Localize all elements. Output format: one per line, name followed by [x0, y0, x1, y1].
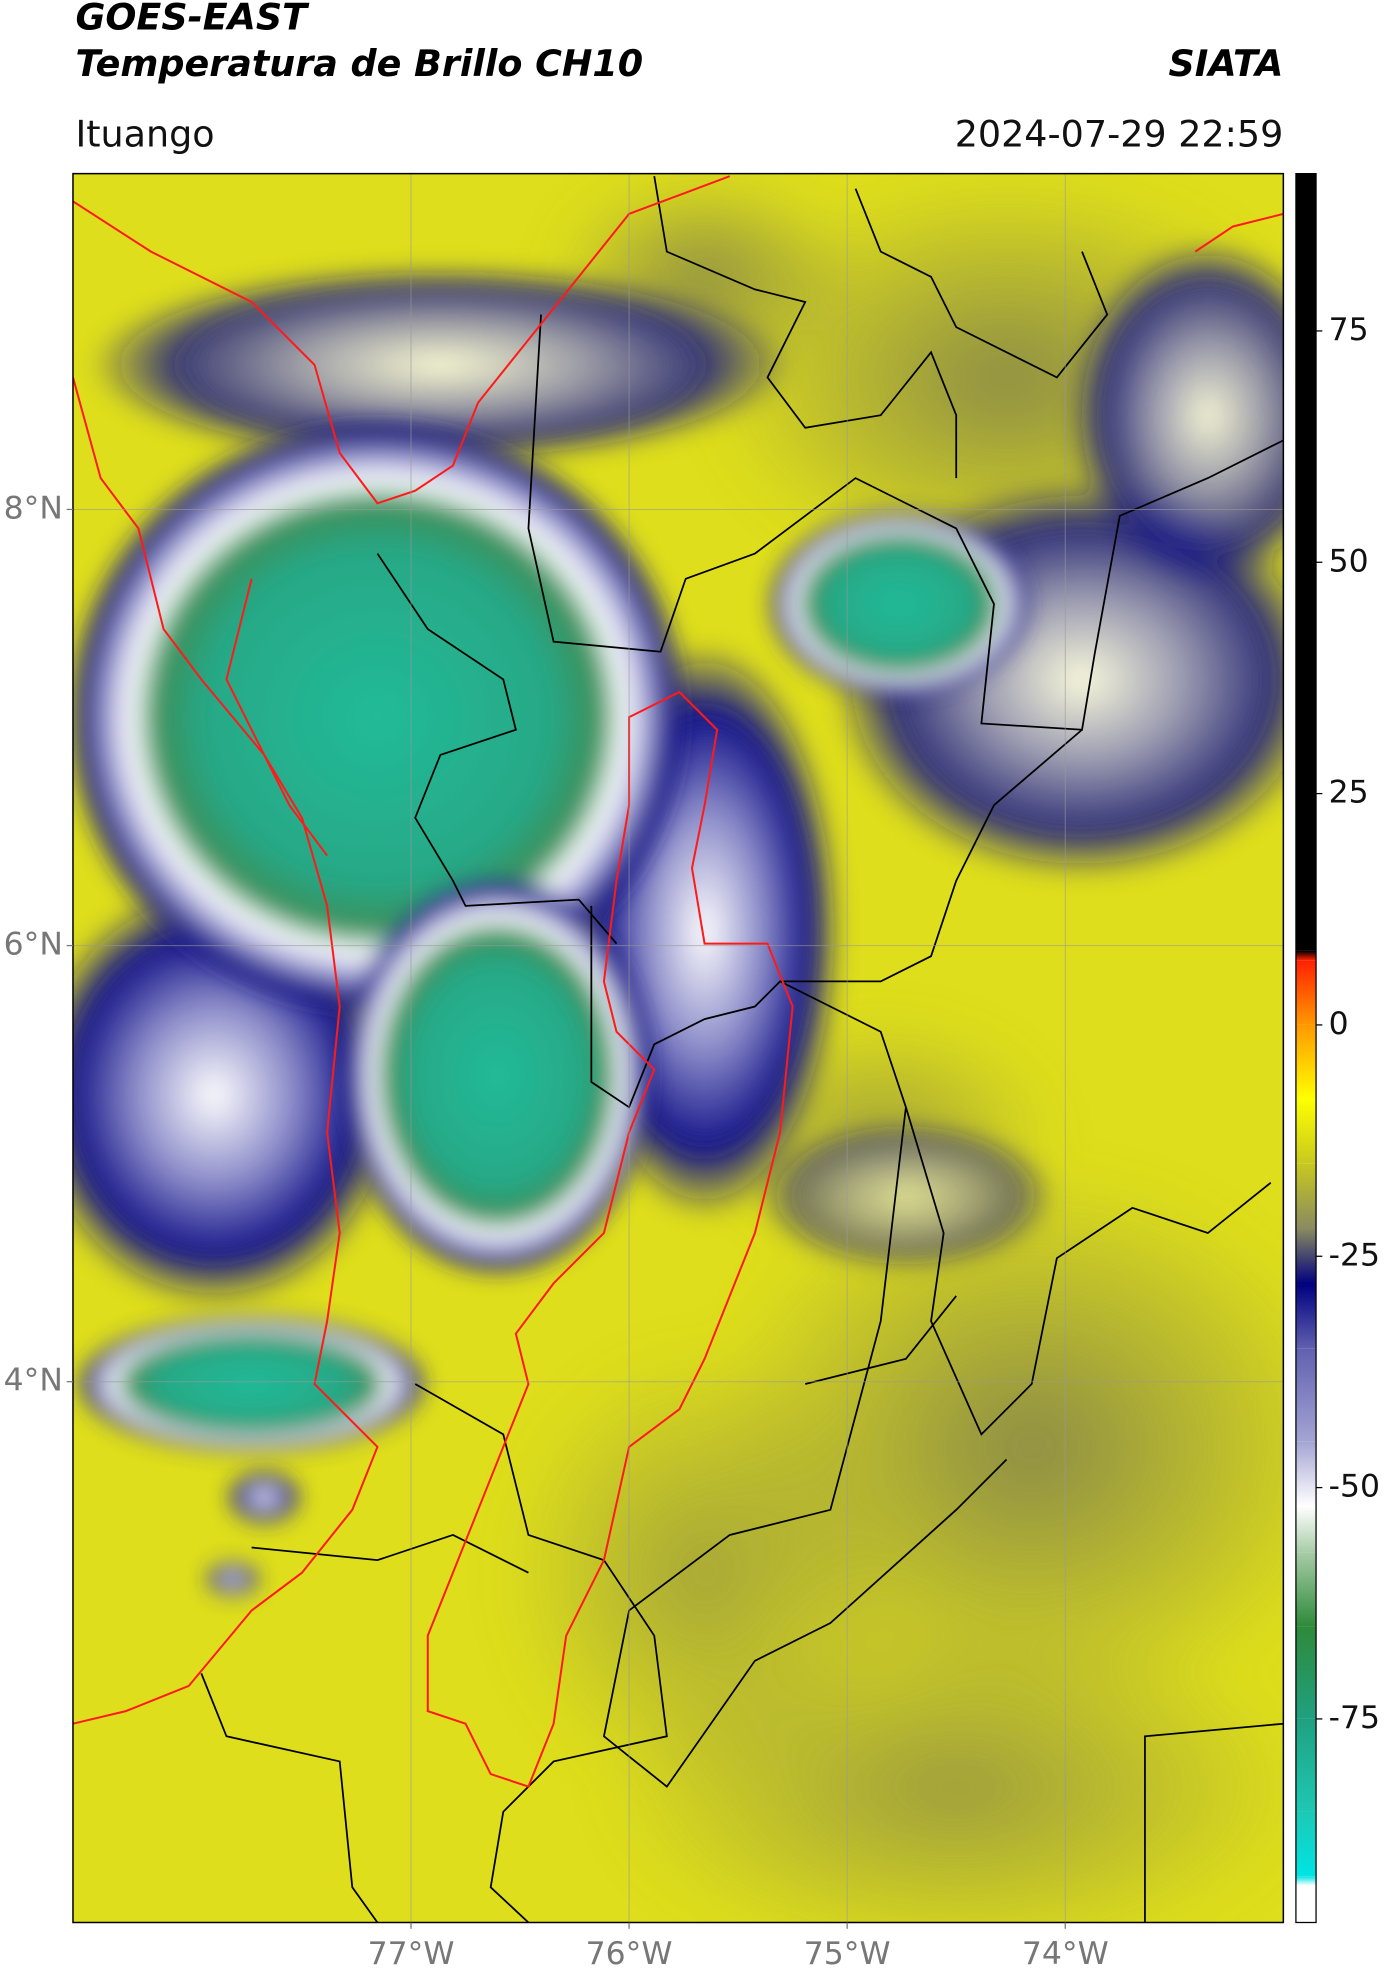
colorbar-segment — [1295, 1163, 1317, 1229]
colorbar-segment — [1295, 950, 1317, 961]
x-tick-label: 74°W — [1022, 1936, 1109, 1972]
y-tick-label: 4°N — [4, 1363, 63, 1399]
x-tick-label: 76°W — [586, 1936, 673, 1972]
colorbar-segment — [1295, 1876, 1317, 1886]
x-tick-label: 75°W — [804, 1936, 891, 1972]
colorbar-segment — [1295, 1811, 1317, 1877]
datetime: 2024-07-29 22:59 — [955, 112, 1284, 155]
map-frame — [72, 172, 1285, 1924]
colorbar-segment — [1295, 1552, 1317, 1627]
colorbar-tick-label: 0 — [1329, 1006, 1349, 1042]
colorbar — [1295, 173, 1317, 1923]
colorbar-segment — [1295, 960, 1317, 1025]
colorbar-segment — [1295, 1284, 1317, 1349]
source: SIATA — [1168, 42, 1283, 85]
colorbar-segment — [1295, 1348, 1317, 1442]
x-tick-label: 77°W — [368, 1936, 455, 1972]
title: GOES-EAST — [75, 0, 310, 38]
colorbar-tick-label: -50 — [1329, 1469, 1380, 1505]
colorbar-tick-label: -75 — [1329, 1700, 1380, 1736]
subtitle: Temperatura de Brillo CH10 — [75, 42, 643, 85]
map-imagery — [72, 173, 1284, 1923]
y-tick-label: 8°N — [4, 490, 63, 526]
colorbar-segment — [1295, 1228, 1317, 1285]
colorbar-segment — [1295, 1626, 1317, 1719]
colorbar-tick-label: 25 — [1329, 775, 1369, 811]
grid — [72, 173, 1284, 1923]
boundary-lines — [72, 175, 1284, 1788]
colorbar-segment — [1295, 1506, 1317, 1553]
colorbar-segment — [1295, 1885, 1317, 1923]
location: Ituango — [75, 112, 214, 155]
colorbar-tick-label: 75 — [1329, 312, 1369, 348]
colorbar-segment — [1295, 1441, 1317, 1507]
y-tick-label: 6°N — [4, 927, 63, 963]
colorbar-segment — [1295, 1024, 1317, 1099]
colorbar-frame — [1295, 172, 1317, 1924]
colorbar-tick-label: -25 — [1329, 1237, 1380, 1273]
colorbar-segment — [1295, 1718, 1317, 1812]
colorbar-tick-label: 50 — [1329, 543, 1369, 579]
colorbar-segment — [1295, 1098, 1317, 1164]
colorbar-segment — [1295, 173, 1317, 951]
